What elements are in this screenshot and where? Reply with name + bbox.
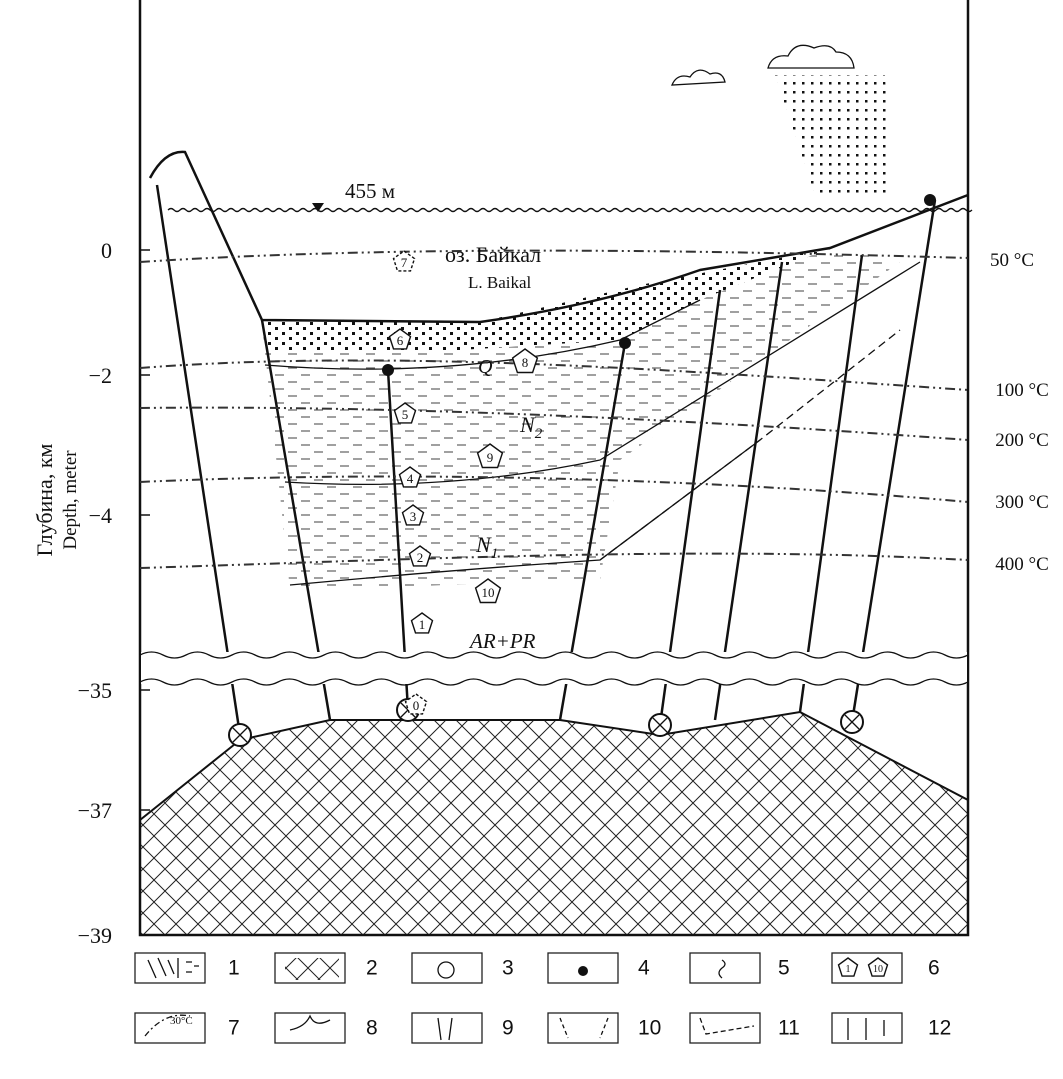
marker-label: 5 — [402, 407, 409, 422]
well — [924, 194, 936, 206]
basement — [140, 712, 968, 935]
cloud — [672, 70, 725, 85]
legend-sample-text: 30°C — [170, 1015, 193, 1027]
legend-label: 9 — [502, 1017, 514, 1040]
lake-name-en: L. Baikal — [468, 273, 532, 292]
marker-label: 10 — [482, 585, 495, 600]
marker-label: 9 — [487, 450, 494, 465]
marker-label: 4 — [407, 471, 414, 486]
marker-label: 7 — [401, 255, 408, 270]
well — [619, 337, 631, 349]
legend-marker-label: 1 — [846, 964, 851, 975]
legend-box — [832, 1013, 902, 1043]
tick-label: −35 — [78, 678, 112, 703]
sky — [672, 45, 890, 195]
isotherm-label: 300 °C — [995, 492, 1049, 513]
sediments — [262, 248, 900, 590]
marker-label: 2 — [417, 550, 424, 565]
isotherm-label: 200 °C — [995, 430, 1049, 451]
isotherm-label: 50 °C — [990, 250, 1034, 271]
geologic-section: 012345678910 455 м оз. Байкал L. Baikal … — [0, 0, 1063, 1079]
unit-subscript: 1 — [491, 546, 499, 562]
legend-label: 8 — [366, 1017, 378, 1040]
legend-marker-label: 10 — [873, 964, 883, 975]
marker-label: 1 — [419, 617, 426, 632]
legend-box — [135, 953, 205, 983]
tick-label: −39 — [78, 923, 112, 948]
water-surface — [168, 209, 972, 212]
legend-label: 12 — [928, 1017, 951, 1040]
unit-label: N — [519, 412, 536, 437]
well — [382, 364, 394, 376]
legend-box — [690, 1013, 760, 1043]
cloud — [768, 45, 854, 68]
marker-label: 3 — [410, 509, 417, 524]
unit-label: N — [475, 532, 492, 557]
unit-label: AR+PR — [468, 629, 536, 653]
unit-subscript: 2 — [535, 426, 543, 442]
basement-fill — [140, 712, 968, 935]
legend: 30°C 123456789101112110 — [135, 953, 951, 1043]
marker-label: 0 — [413, 698, 420, 713]
legend-label: 11 — [778, 1017, 800, 1040]
legend-icon — [578, 966, 588, 976]
legend-box — [690, 953, 760, 983]
lake-name-ru: оз. Байкал — [445, 242, 541, 267]
marker-label: 8 — [522, 355, 529, 370]
isotherm-label: 400 °C — [995, 554, 1049, 575]
rain — [775, 75, 890, 195]
marker-label: 6 — [397, 333, 404, 348]
legend-label: 7 — [228, 1017, 240, 1040]
axis-title: Глубина, км — [32, 443, 57, 556]
tick-label: 0 — [101, 238, 112, 263]
tick-label: −37 — [78, 798, 112, 823]
legend-box — [412, 1013, 482, 1043]
legend-label: 6 — [928, 957, 940, 980]
legend-label: 10 — [638, 1017, 661, 1040]
legend-icon — [285, 958, 339, 980]
legend-label: 3 — [502, 957, 514, 980]
legend-box — [548, 1013, 618, 1043]
legend-label: 2 — [366, 957, 378, 980]
water-level: 455 м — [345, 179, 395, 203]
legend-label: 1 — [228, 957, 240, 980]
legend-label: 5 — [778, 957, 790, 980]
tick-label: −4 — [89, 503, 112, 528]
isotherm-label: 100 °C — [995, 380, 1049, 401]
depth-axis: Глубина, км Depth, meter — [32, 443, 81, 556]
axis-title: Depth, meter — [60, 450, 81, 550]
tick-label: −2 — [89, 363, 112, 388]
unit-label: Q — [478, 356, 493, 378]
legend-label: 4 — [638, 957, 650, 980]
